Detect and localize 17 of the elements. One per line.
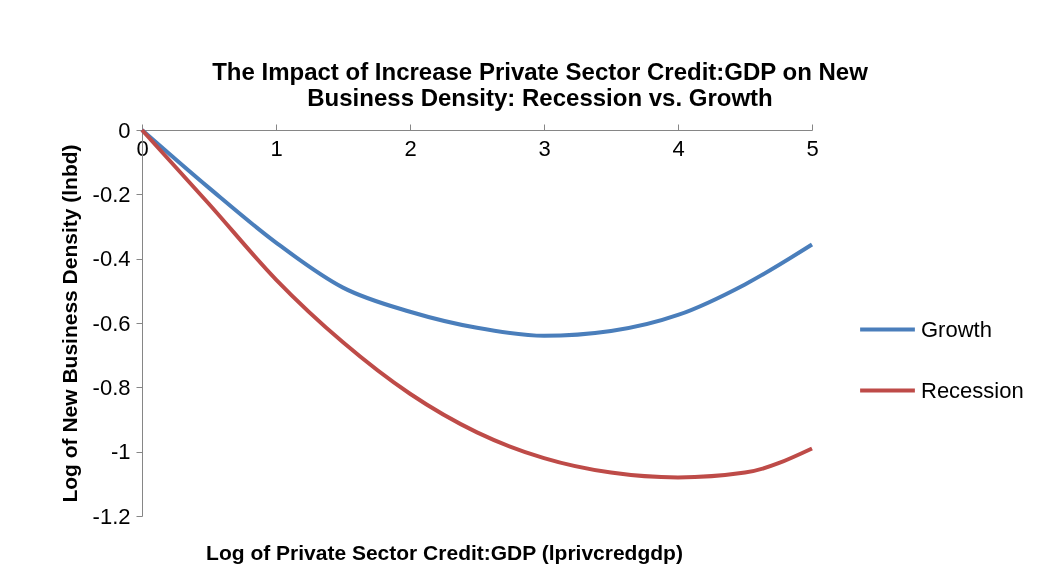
y-axis-title: Log of New Business Density (lnbd) [57, 144, 81, 503]
y-tick-label: -0.4 [92, 246, 131, 272]
x-axis-title: Log of Private Sector Credit:GDP (lprivcredgdp) [206, 540, 683, 564]
x-tick-label: 3 [538, 135, 551, 161]
y-tick-label: -0.6 [92, 310, 131, 336]
y-tick-label: -1 [110, 439, 131, 465]
chart-title: The Impact of Increase Private Sector Credit:GDP on New Business Density: Recession vs. Growth [212, 58, 869, 111]
x-tick-label: 1 [270, 135, 283, 161]
y-tick-label: 0 [118, 117, 131, 143]
legend-label: Growth [921, 316, 992, 342]
legend-label: Recession [921, 377, 1024, 403]
y-tick-label: -0.8 [92, 374, 131, 400]
x-tick-label: 2 [404, 135, 417, 161]
x-tick-label: 5 [806, 135, 819, 161]
x-tick-label: 4 [672, 135, 685, 161]
y-tick-label: -0.2 [92, 181, 131, 207]
y-tick-label: -1.2 [92, 503, 131, 529]
